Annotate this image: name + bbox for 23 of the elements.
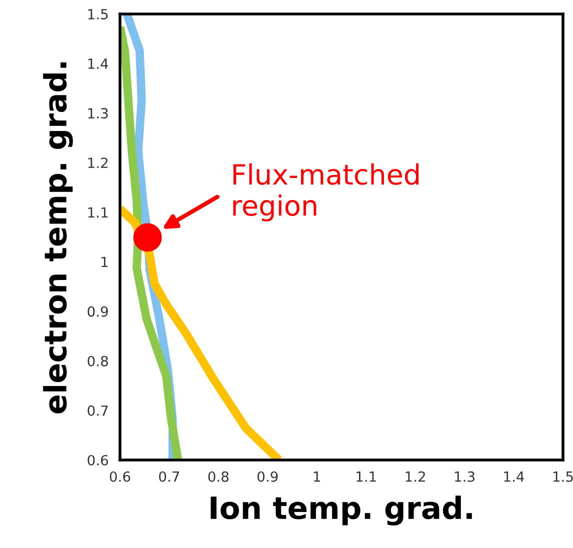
x-axis-title: Ion temp. grad. [210,496,472,526]
x-tick-label: 0.6 [110,471,130,482]
y-axis-title: electron temp. grad. [43,62,73,414]
annotation: Flux-matched region [233,163,419,222]
y-tick-label: 0.9 [88,306,108,317]
x-tick-label: 1.1 [356,472,376,482]
x-tick-label: 1.5 [553,472,573,482]
y-tick-label: 1.3 [88,108,108,119]
y-tick-label: 1.2 [88,158,108,168]
y-tick-label: 0.7 [88,405,108,416]
y-tick-label: 1.4 [88,58,108,69]
x-tick-label: 0.8 [208,471,229,482]
y-tick-label: 1.1 [88,207,108,218]
y-tick-label: 1.5 [88,9,108,20]
y-tick-label: 0.6 [88,454,108,466]
x-tick-label: 0.7 [159,471,180,482]
x-tick-label: 1 [314,472,320,482]
y-tick-label: 1 [102,256,108,268]
x-tick-label: 0.9 [258,471,278,482]
x-tick-label: 1.4 [504,472,524,482]
y-tick-label: 0.8 [88,356,108,366]
x-tick-label: 1.3 [455,471,474,482]
x-tick-label: 1.2 [406,471,425,482]
